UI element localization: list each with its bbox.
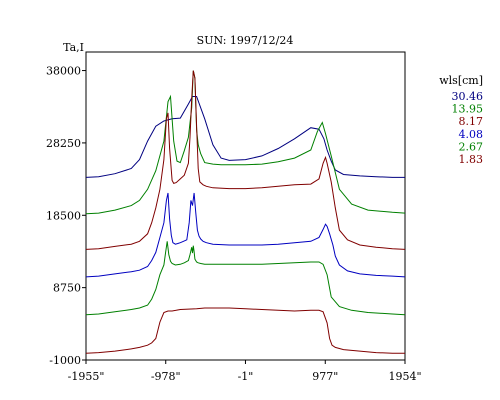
legend-entry-1: 13.95 <box>452 103 484 116</box>
series-line-2 <box>85 70 406 250</box>
series-line-4 <box>85 241 406 316</box>
y-tick-label-1: 28250 <box>46 137 81 150</box>
legend-entry-3: 4.08 <box>459 128 484 141</box>
series-line-5 <box>85 307 405 354</box>
legend-entry-2: 8.17 <box>459 115 484 128</box>
x-tick-label-4: 1954" <box>388 370 421 383</box>
legend-entry-4: 2.67 <box>459 140 484 153</box>
x-tick-label-2: -1" <box>238 370 254 383</box>
series-layer <box>85 70 406 354</box>
chart-title: SUN: 1997/12/24 <box>197 34 294 47</box>
series-line-3 <box>85 192 406 278</box>
axis-layer: 38000 28250 18500 8750 -1000 -1955" -978" -1" 97… <box>46 65 422 383</box>
x-tick-label-0: -1955" <box>68 370 105 383</box>
y-axis-label: Ta,I <box>63 41 84 54</box>
y-tick-label-4: -1000 <box>49 354 81 367</box>
x-tick-label-3: 977" <box>312 370 338 383</box>
y-tick-label-3: 8750 <box>53 282 81 295</box>
series-line-1 <box>85 70 406 215</box>
legend-title: wls[cm] <box>439 74 483 87</box>
legend-entry-5: 1.83 <box>459 153 484 166</box>
y-tick-label-0: 38000 <box>46 65 81 78</box>
x-tick-label-1: -978" <box>151 370 181 383</box>
y-tick-label-2: 18500 <box>46 209 81 222</box>
legend-entry-0: 30.46 <box>452 90 484 103</box>
